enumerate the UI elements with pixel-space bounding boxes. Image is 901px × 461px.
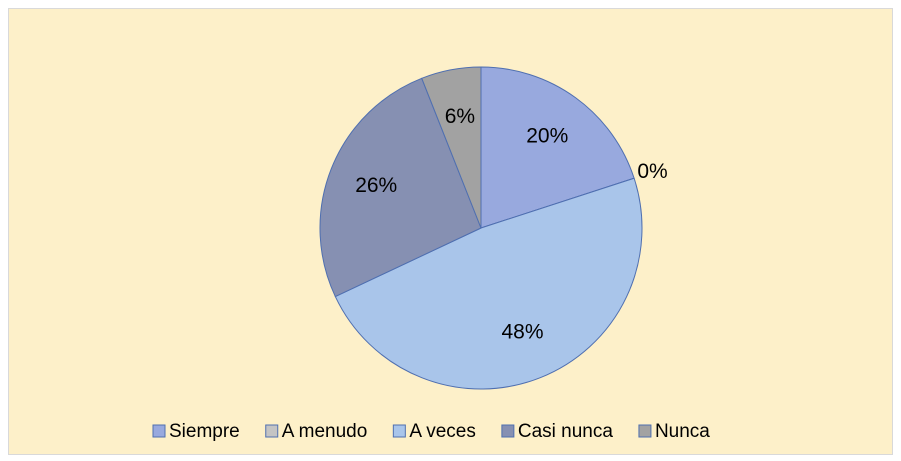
data-label: 48% (501, 320, 543, 343)
legend-swatch (152, 424, 166, 438)
legend-swatch (392, 424, 406, 438)
pie: 20% 0% 48% 26% 6% (319, 66, 668, 390)
legend-label: A veces (409, 421, 476, 442)
pie-slice (319, 77, 482, 298)
legend-label: Siempre (169, 421, 240, 442)
pie-slice (480, 66, 635, 229)
legend-label: Nunca (655, 421, 710, 442)
legend: Siempre A menudo A veces Casi nunca Nunca (152, 421, 710, 442)
legend-label: Casi nunca (518, 421, 613, 442)
data-label: 6% (445, 105, 475, 128)
data-label: 20% (526, 124, 568, 147)
data-label: 26% (355, 174, 397, 197)
legend-swatch (265, 424, 279, 438)
pie-slice (334, 177, 643, 390)
legend-swatch (638, 424, 652, 438)
data-label: 0% (637, 160, 667, 183)
pie-slice (421, 66, 482, 229)
legend-label: A menudo (282, 421, 368, 442)
legend-swatch (501, 424, 515, 438)
